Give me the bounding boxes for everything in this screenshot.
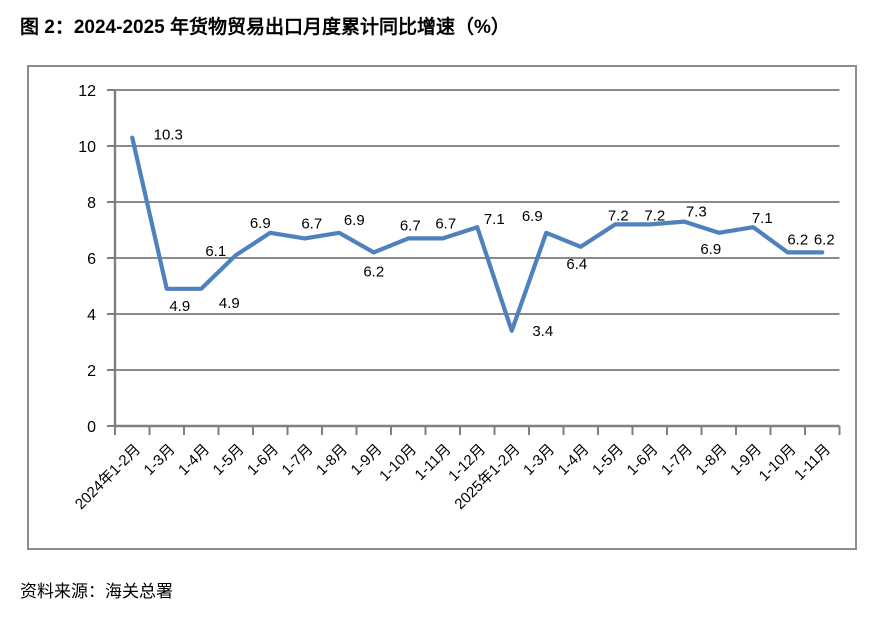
y-axis-label: 10 — [78, 139, 96, 156]
x-axis-label: 1-6月 — [624, 441, 662, 479]
y-axis-label: 8 — [87, 195, 96, 212]
data-label: 6.9 — [522, 208, 543, 225]
x-axis-label: 1-3月 — [141, 441, 179, 479]
y-axis-label: 2 — [87, 363, 96, 380]
data-label: 7.3 — [686, 204, 707, 221]
data-label: 4.9 — [169, 298, 190, 315]
x-axis-label: 1-10月 — [376, 441, 420, 485]
data-label: 7.1 — [752, 210, 773, 227]
x-axis-label: 1-7月 — [658, 441, 696, 479]
data-label: 6.9 — [700, 241, 721, 258]
x-axis-label: 1-6月 — [244, 441, 282, 479]
x-axis-label: 1-8月 — [693, 441, 731, 479]
x-axis-label: 1-4月 — [175, 441, 213, 479]
x-axis-label: 2024年1-2月 — [72, 441, 144, 513]
y-axis-label: 12 — [78, 83, 96, 100]
data-label: 6.2 — [787, 231, 808, 248]
data-label: 6.1 — [205, 243, 226, 260]
data-label: 6.9 — [250, 215, 271, 232]
data-label: 6.7 — [400, 217, 421, 234]
data-label: 6.4 — [566, 256, 587, 273]
data-label: 7.2 — [644, 207, 665, 224]
x-axis-label: 1-4月 — [555, 441, 593, 479]
x-axis-label: 1-10月 — [756, 441, 800, 485]
data-label: 7.2 — [608, 207, 629, 224]
line-chart: 0 2 4 6 8 10 12 10.3 4.9 4.9 6.1 6.9 6.7 6.9 6.2 6.7 6.7… — [27, 65, 857, 550]
data-label: 6.2 — [814, 231, 835, 248]
x-axis-label: 1-5月 — [210, 441, 248, 479]
x-axis-label: 1-11月 — [412, 441, 455, 484]
data-label: 3.4 — [532, 323, 553, 340]
y-axis-label: 6 — [87, 251, 96, 268]
source-note: 资料来源：海关总署 — [20, 582, 173, 601]
x-axis-label: 1-3月 — [520, 441, 558, 479]
x-axis-label: 1-5月 — [589, 441, 627, 479]
data-label: 10.3 — [154, 127, 183, 144]
data-label: 7.1 — [484, 211, 505, 228]
data-label: 6.9 — [344, 212, 365, 229]
data-label: 4.9 — [219, 295, 240, 312]
y-axis-label: 0 — [87, 419, 96, 436]
series-line — [130, 135, 825, 333]
data-label: 6.2 — [363, 263, 384, 280]
x-axis-label: 1-11月 — [791, 441, 834, 484]
x-axis-label: 1-7月 — [279, 441, 317, 479]
data-label: 6.7 — [435, 215, 456, 232]
data-label: 6.7 — [301, 215, 322, 232]
figure-title: 图 2：2024-2025 年货物贸易出口月度累计同比增速（%） — [20, 17, 510, 38]
chart-frame — [27, 65, 857, 550]
y-axis-label: 4 — [87, 307, 96, 324]
x-axis-label: 1-8月 — [313, 441, 351, 479]
